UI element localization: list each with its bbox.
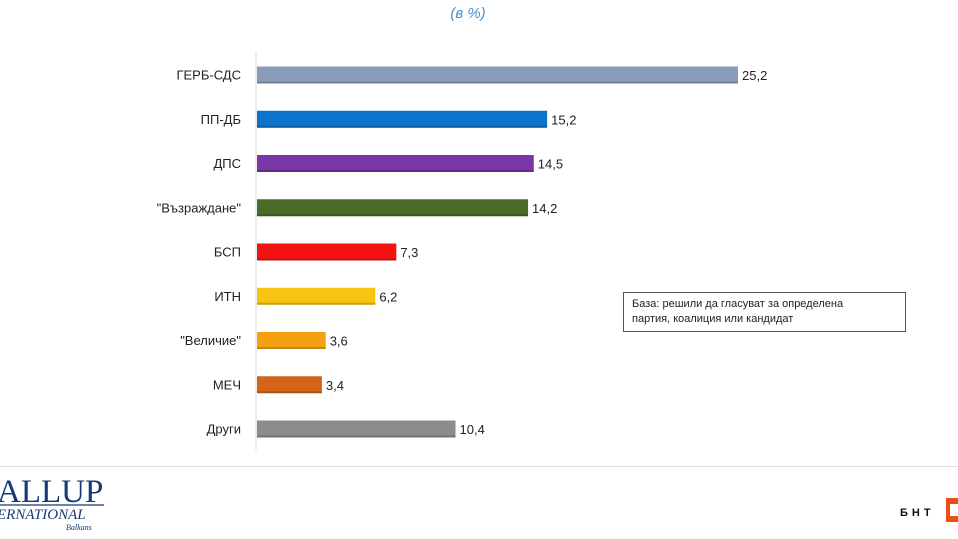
chart-subtitle: (в %): [450, 5, 486, 22]
category-label: ИТН: [214, 289, 241, 304]
gallup-logo: ALLUP ERNATIONAL Balkans: [0, 472, 110, 534]
category-label: ДПС: [213, 156, 241, 171]
bar: [257, 420, 456, 438]
bar-shadow: [257, 125, 548, 128]
category-label: ГЕРБ-СДС: [176, 68, 241, 83]
bar-shadow: [257, 258, 397, 261]
value-label: 3,6: [330, 334, 348, 349]
bar-shadow: [257, 347, 326, 349]
bar-shadow: [257, 302, 376, 305]
category-label: ПП-ДБ: [201, 112, 241, 127]
bar: [257, 332, 326, 349]
bar: [257, 155, 534, 172]
value-label: 10,4: [460, 422, 485, 437]
gallup-logo-subword: ERNATIONAL: [0, 507, 86, 523]
base-note-line-2: партия, коалиция или кандидат: [632, 313, 794, 325]
base-note: База: решили да гласуват за определена п…: [623, 292, 906, 332]
value-label: 25,2: [742, 68, 767, 83]
bnt-logo-text: БНТ: [900, 507, 935, 519]
bar-chart: ГЕРБ-СДС 25,2 ПП-ДБ 15,2 ДПС 14,5 "Възраждане"…: [157, 52, 767, 450]
bar: [257, 243, 397, 261]
gallup-logo-region: Balkans: [66, 523, 92, 532]
value-label: 7,3: [400, 245, 418, 260]
category-label: "Възраждане": [157, 200, 242, 215]
value-label: 14,2: [532, 201, 557, 216]
category-label: "Величие": [180, 333, 241, 348]
bar-shadow: [257, 391, 322, 394]
bar: [257, 376, 322, 394]
gallup-logo-word: ALLUP: [0, 474, 103, 510]
bar-shadow: [257, 435, 456, 438]
value-label: 15,2: [551, 112, 576, 127]
bar-shadow: [257, 170, 534, 172]
category-label: МЕЧ: [213, 377, 241, 392]
value-label: 6,2: [379, 289, 397, 304]
bar-shadow: [257, 81, 738, 84]
value-label: 3,4: [326, 378, 344, 393]
bar-shadow: [257, 214, 529, 217]
bnt-logo: БНТ: [897, 472, 958, 534]
base-note-line-1: База: решили да гласуват за определена: [632, 298, 844, 310]
bar: [257, 66, 738, 84]
bar: [257, 287, 376, 305]
category-label: БСП: [214, 245, 241, 260]
category-label: Други: [207, 422, 241, 437]
bar: [257, 199, 529, 217]
bar: [257, 110, 548, 128]
value-label: 14,5: [538, 157, 563, 172]
footer-divider: [0, 466, 958, 467]
